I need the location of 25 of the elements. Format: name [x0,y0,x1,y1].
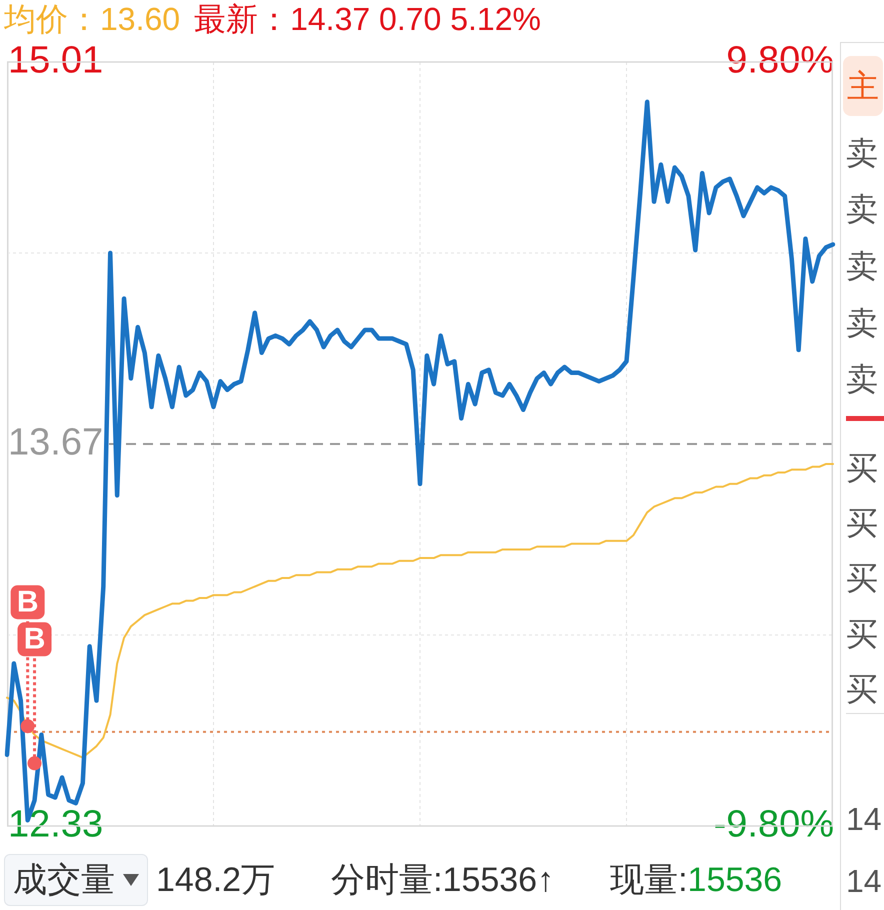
chart-title: 均价：13.60 [4,0,180,38]
y-tick-label: 12.33 [8,803,104,846]
text: 买 [846,671,878,707]
text: 15536 [688,860,782,900]
data-label: B [16,585,38,618]
text: 14 [846,801,882,837]
text: 卖 [846,135,878,171]
text: 148.2万 [156,860,276,901]
text: 成交量 [13,860,115,901]
text: 卖 [846,361,878,397]
text: 14 [846,863,882,899]
text: 主 [843,56,883,116]
data-label: B [24,622,46,656]
text: 买 [846,505,878,541]
chart-subtitle: 最新：14.37 0.70 5.12% [194,0,541,38]
text: 买 [846,616,878,652]
text: 买 [846,450,878,486]
text: 分时量:15536↑ [331,860,554,901]
text: 卖 [846,191,878,227]
text: 买 [846,560,878,596]
text: 现量: [610,860,688,901]
text: 卖 [846,305,878,341]
text: 卖 [846,248,878,284]
y-tick-label: 15.01 [8,39,104,82]
y-tick-label: 13.67 [8,421,104,464]
